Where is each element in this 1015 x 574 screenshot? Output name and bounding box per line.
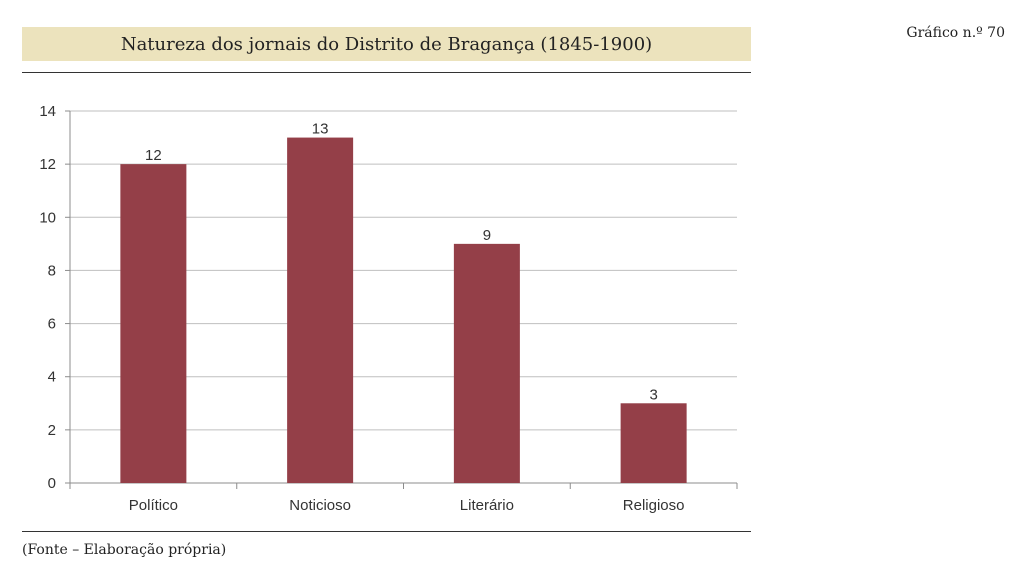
bar-noticioso: [287, 137, 354, 484]
y-tick-label: 8: [48, 262, 56, 279]
y-tick-label: 14: [39, 103, 56, 120]
bar-religioso: [620, 403, 687, 483]
data-label: 9: [483, 227, 491, 244]
y-tick-label: 10: [39, 209, 56, 226]
chart-title: Natureza dos jornais do Distrito de Brag…: [120, 33, 653, 55]
y-tick-label: 2: [48, 422, 56, 439]
figure-label: Gráfico n.º 70: [906, 25, 1005, 41]
bar-político: [120, 164, 187, 483]
labels: 0 2 4 6 8 10 12 14 12 Político 13 Noticioso 9 Literár…: [39, 103, 684, 514]
x-tick-label: Político: [129, 497, 178, 514]
y-tick-label: 12: [39, 156, 56, 173]
bar-literário: [453, 243, 520, 483]
x-tick-label: Literário: [460, 497, 514, 514]
y-tick-label: 4: [48, 369, 56, 386]
y-tick-label: 6: [48, 316, 56, 333]
y-tick-label: 0: [48, 475, 56, 492]
x-tick-label: Religioso: [623, 497, 685, 514]
data-label: 3: [649, 386, 657, 403]
data-label: 13: [312, 121, 329, 138]
data-label: 12: [145, 147, 162, 164]
chart-title-band: Natureza dos jornais do Distrito de Brag…: [22, 27, 751, 61]
bottom-rule: [22, 531, 751, 532]
top-rule: [22, 72, 751, 73]
source-note: (Fonte – Elaboração própria): [22, 542, 227, 558]
bars: [120, 137, 687, 484]
x-tick-label: Noticioso: [289, 497, 351, 514]
